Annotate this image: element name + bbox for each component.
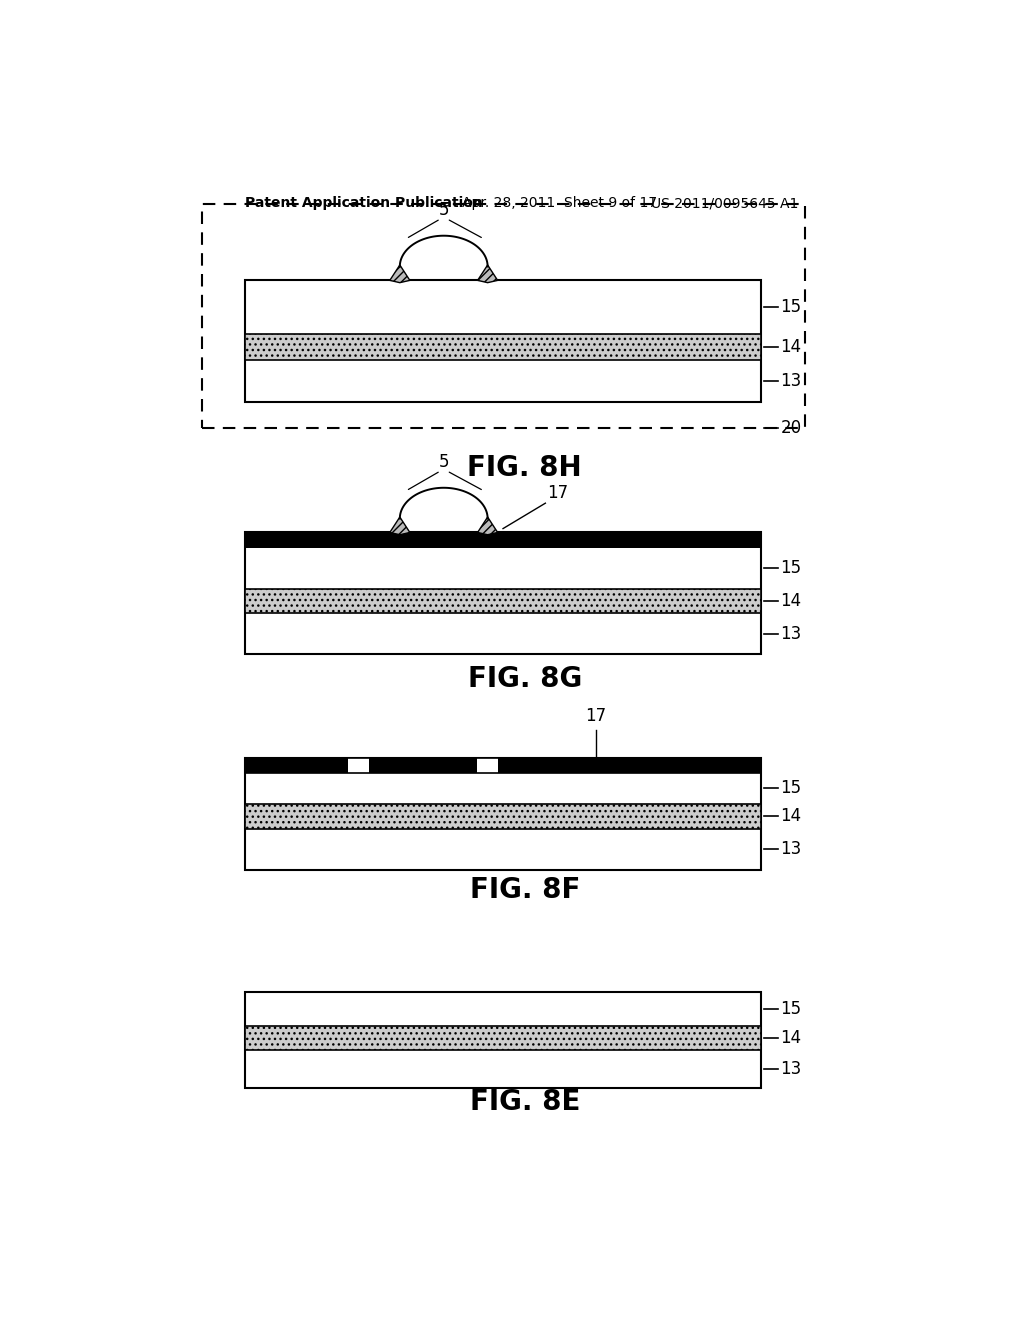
Polygon shape [390, 517, 410, 535]
Polygon shape [390, 265, 410, 282]
Bar [245, 589, 762, 612]
Text: 17: 17 [586, 708, 606, 725]
Text: 20: 20 [780, 418, 802, 437]
Bar [202, 205, 805, 428]
Polygon shape [477, 517, 498, 535]
Bar [245, 758, 762, 870]
Text: 14: 14 [780, 591, 802, 610]
Text: 15: 15 [780, 999, 802, 1018]
Bar [245, 532, 762, 655]
Text: 5: 5 [438, 201, 449, 219]
Text: 14: 14 [780, 1028, 802, 1047]
Text: 14: 14 [780, 338, 802, 356]
Text: 13: 13 [780, 372, 802, 389]
Bar [245, 280, 762, 403]
Text: 15: 15 [780, 779, 802, 797]
Bar [245, 1026, 762, 1049]
Bar [245, 758, 762, 772]
Text: 15: 15 [780, 298, 802, 317]
Text: FIG. 8E: FIG. 8E [470, 1088, 580, 1115]
Bar [245, 991, 762, 1089]
Bar [477, 758, 498, 772]
Polygon shape [477, 265, 498, 282]
Text: 17: 17 [547, 483, 568, 502]
Text: Patent Application Publication: Patent Application Publication [245, 197, 482, 210]
Text: US 2011/0095645 A1: US 2011/0095645 A1 [651, 197, 799, 210]
Bar [245, 334, 762, 359]
Text: 13: 13 [780, 624, 802, 643]
Text: FIG. 8F: FIG. 8F [470, 876, 580, 904]
Bar [348, 758, 369, 772]
Bar [245, 804, 762, 829]
Text: 13: 13 [780, 841, 802, 858]
Text: 5: 5 [438, 453, 449, 471]
Text: 14: 14 [780, 808, 802, 825]
Text: FIG. 8G: FIG. 8G [468, 665, 582, 693]
Bar [245, 532, 762, 548]
Text: Apr. 28, 2011  Sheet 9 of 17: Apr. 28, 2011 Sheet 9 of 17 [462, 197, 656, 210]
Text: 15: 15 [780, 560, 802, 577]
Text: 13: 13 [780, 1060, 802, 1078]
Text: FIG. 8H: FIG. 8H [468, 454, 582, 482]
